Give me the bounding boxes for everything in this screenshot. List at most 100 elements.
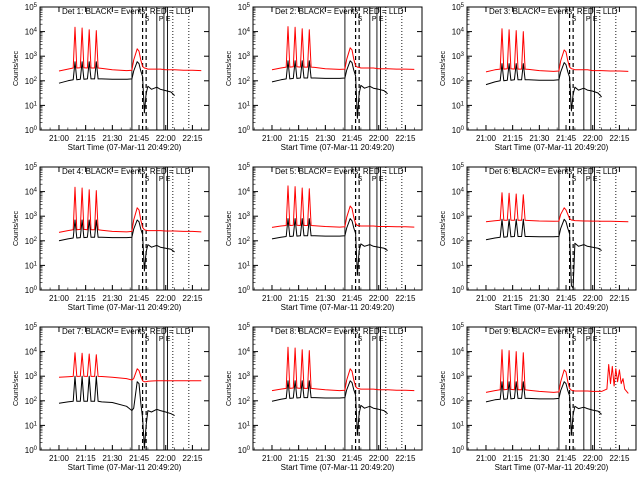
x-axis-label: Start Time (07-Mar-11 20:49:20) [281,463,395,472]
y-tick-label: 102 [238,237,251,246]
x-tick-label: 22:00 [369,454,390,463]
flag-label-p: P [372,176,377,183]
y-tick-label: 102 [238,77,251,86]
y-axis-label: Counts/sec [226,370,233,406]
series-line-events [58,219,175,272]
panel-title: Det 4: BLACK = Events, RED = LLD [62,167,191,176]
flag-label-p: P [372,336,377,343]
x-tick-label: 22:00 [369,294,390,303]
y-tick-label: 103 [238,212,251,221]
plot-frame [39,326,210,451]
x-tick-label: 22:00 [583,134,604,143]
x-axis-label: Start Time (07-Mar-11 20:49:20) [495,143,609,152]
flag-label-p: P [159,16,164,23]
x-tick-label: 21:00 [262,294,283,303]
plot-frame [252,166,423,291]
y-tick-label: 105 [238,323,251,332]
flag-label-e: E [593,336,598,343]
plot-frame [39,166,210,291]
y-tick-label: 102 [25,77,38,86]
y-tick-label: 101 [238,101,251,110]
series-line-events [271,60,388,119]
flag-label-s: S [358,176,363,183]
x-tick-label: 22:15 [182,134,203,143]
flag-label-s: S [572,336,577,343]
y-tick-label: 105 [452,3,465,12]
x-tick-label: 21:45 [342,134,363,143]
y-tick-label: 102 [452,237,465,246]
x-tick-label: 21:30 [102,134,123,143]
x-tick-label: 21:45 [129,134,150,143]
plot-frame [252,6,423,131]
y-tick-label: 100 [452,126,465,135]
y-tick-label: 101 [452,261,465,270]
x-axis-label: Start Time (07-Mar-11 20:49:20) [68,143,182,152]
y-axis-label: Counts/sec [440,50,447,86]
x-tick-label: 21:15 [76,454,97,463]
flag-label-s: S [145,336,150,343]
series-line-events [485,381,602,436]
x-tick-label: 21:45 [556,294,577,303]
y-tick-label: 104 [238,188,251,197]
x-tick-label: 22:15 [182,454,203,463]
flag-label-e: E [166,16,171,23]
y-tick-label: 101 [452,101,465,110]
y-tick-label: 105 [452,323,465,332]
plot-frame [466,326,637,451]
detector-panel-5: 100 101 102 103 104 105 21:00 21:15 21:30 21:45 22… [226,163,423,312]
x-tick-label: 21:30 [315,454,336,463]
x-axis-label: Start Time (07-Mar-11 20:49:20) [495,463,609,472]
x-tick-label: 21:15 [76,294,97,303]
flag-label-s: S [358,16,363,23]
x-tick-label: 21:30 [315,294,336,303]
series-line-lld [485,28,629,73]
y-tick-label: 100 [452,286,465,295]
y-tick-label: 104 [452,348,465,357]
x-tick-label: 21:00 [476,294,497,303]
x-axis-label: Start Time (07-Mar-11 20:49:20) [495,303,609,312]
series-line-lld [271,346,415,392]
x-tick-label: 21:45 [129,454,150,463]
y-axis-label: Counts/sec [226,50,233,86]
series-line-events [485,218,602,289]
x-tick-label: 21:30 [102,454,123,463]
panel-title: Det 5: BLACK = Events, RED = LLD [275,167,404,176]
y-tick-label: 105 [238,163,251,172]
y-tick-label: 105 [25,163,38,172]
panel-title: Det 3: BLACK = Events, RED = LLD [489,7,618,16]
y-tick-label: 103 [238,52,251,61]
y-tick-label: 100 [25,446,38,455]
y-axis-label: Counts/sec [440,210,447,246]
x-tick-label: 22:15 [609,294,630,303]
x-tick-label: 21:45 [342,294,363,303]
flag-label-s: S [358,336,363,343]
x-tick-label: 21:00 [49,454,70,463]
x-tick-label: 21:00 [476,134,497,143]
y-tick-label: 103 [25,212,38,221]
detector-panel-6: 100 101 102 103 104 105 21:00 21:15 21:30 21:45 22… [440,163,637,312]
x-tick-label: 21:00 [262,134,283,143]
x-axis-label: Start Time (07-Mar-11 20:49:20) [281,143,395,152]
y-axis-label: Counts/sec [13,210,20,246]
flag-label-p: P [586,16,591,23]
y-tick-label: 104 [25,28,38,37]
flag-label-p: P [586,176,591,183]
y-tick-label: 101 [25,101,38,110]
flag-label-p: P [159,336,164,343]
y-tick-label: 104 [452,188,465,197]
y-tick-label: 103 [238,372,251,381]
flag-label-s: S [572,16,577,23]
y-tick-label: 101 [238,261,251,270]
series-line-events [271,380,388,436]
x-tick-label: 21:30 [102,294,123,303]
x-tick-label: 21:15 [503,134,524,143]
panel-title: Det 1: BLACK = Events, RED = LLD [62,7,191,16]
y-tick-label: 100 [238,286,251,295]
x-tick-label: 21:45 [556,134,577,143]
x-tick-label: 21:00 [262,454,283,463]
x-tick-label: 21:15 [289,134,310,143]
flag-label-e: E [593,16,598,23]
series-line-lld [485,192,629,223]
x-tick-label: 21:15 [289,454,310,463]
